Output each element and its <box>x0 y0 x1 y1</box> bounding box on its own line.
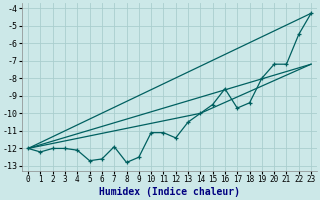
X-axis label: Humidex (Indice chaleur): Humidex (Indice chaleur) <box>99 187 240 197</box>
